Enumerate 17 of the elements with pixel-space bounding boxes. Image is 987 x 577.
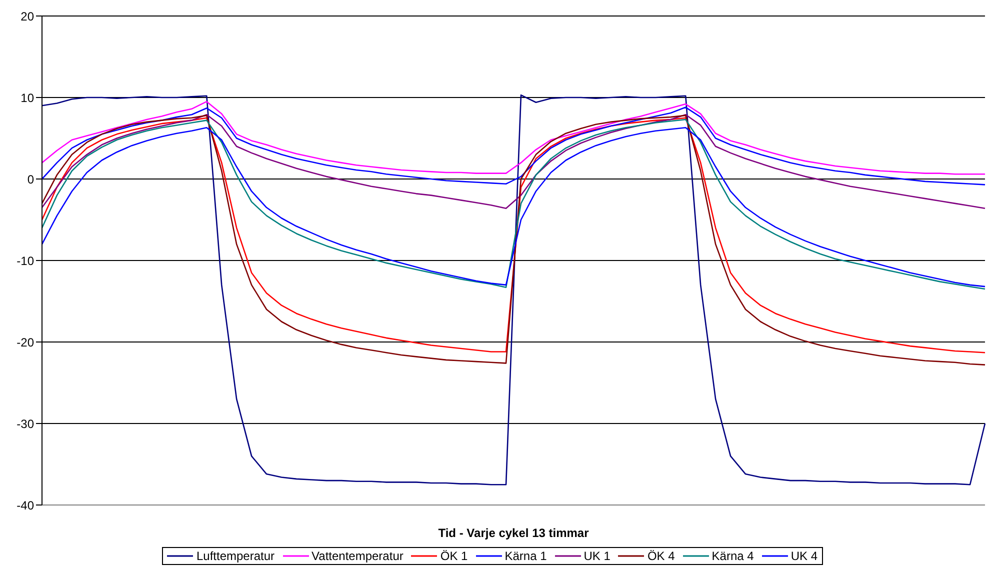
legend-label: ÖK 1 [439, 549, 468, 563]
y-tick-label: -20 [16, 335, 34, 350]
legend-label: Kärna 1 [504, 549, 547, 563]
legend-label: Kärna 4 [710, 549, 754, 563]
legend-label: Lufttemperatur [195, 549, 275, 563]
legend-label: Vattentemperatur [310, 549, 404, 563]
y-tick-label: -30 [16, 416, 34, 431]
legend-label: UK 4 [790, 549, 818, 563]
x-axis-title: Tid - Varje cykel 13 timmar [438, 526, 590, 540]
y-tick-label: 0 [27, 172, 34, 186]
y-tick-label: -40 [16, 498, 34, 512]
legend-label: UK 1 [582, 549, 610, 563]
y-tick-label: 20 [20, 9, 34, 24]
legend-label: ÖK 4 [646, 549, 675, 563]
y-tick-label: -10 [16, 254, 34, 268]
line-series [41, 100, 986, 175]
y-tick-label: 10 [20, 90, 34, 105]
